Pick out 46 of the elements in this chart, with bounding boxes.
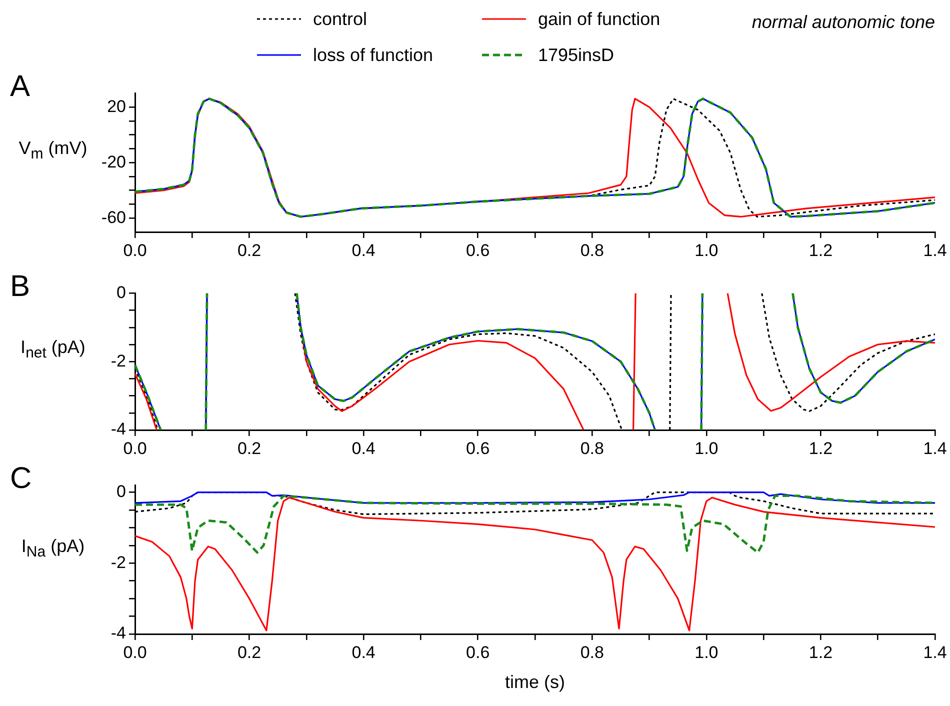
x-tick-label: 1.0 [694,438,718,458]
text: normal autonomic tone [752,12,935,33]
y-tick-label: -4 [110,624,126,643]
x-tick-label: 0.8 [580,438,604,458]
y-axis-title: I$_{Na}$ (pA) [20,535,86,563]
y-tick-label: -20 [101,152,126,172]
x-tick-label: 1.0 [694,240,718,260]
x-tick-label: 1.4 [923,438,947,458]
x-tick-label: 0.4 [352,240,376,260]
x-tick-label: 0.2 [237,438,262,458]
x-tick-label: 0.8 [580,642,604,662]
legend-label: gain of function [538,8,660,30]
x-tick-label: 0.2 [237,240,262,260]
y-tick-label: 0 [116,282,126,302]
x-tick-label: 0.6 [466,438,490,458]
x-axis-title: time (s) [505,672,565,692]
y-tick-label: -60 [101,208,126,227]
x-tick-label: 1.0 [694,642,718,662]
line-series [135,494,935,554]
x-tick-label: 0.4 [352,642,376,662]
y-tick-label: 0 [116,482,126,501]
y-tick-label: -4 [110,420,126,439]
x-tick-label: 0.0 [123,438,147,458]
y-tick-label: -2 [110,351,126,370]
x-tick-label: 0.6 [466,240,490,260]
chart-title: B [10,270,30,304]
x-tick-label: 1.2 [808,240,833,260]
y-axis-title: V$_{m}$ (mV) [18,136,88,164]
x-tick-label: 1.4 [923,240,947,260]
x-tick-label: 0.8 [580,240,604,260]
legend-label: 1795insD [538,44,614,66]
chart-title: C [10,462,32,496]
y-tick-label: -2 [110,552,126,572]
y-tick-label: 20 [107,96,126,116]
chart-title: A [10,70,30,104]
x-tick-label: 0.4 [352,438,376,458]
x-tick-label: 1.4 [923,642,947,662]
y-axis-title: I$_{net}$ (pA) [20,336,86,364]
x-tick-label: 0.0 [123,240,147,260]
x-tick-label: 1.2 [808,642,833,662]
x-tick-label: 0.0 [123,642,147,662]
x-tick-label: 1.2 [808,438,833,458]
legend-label: control [313,8,368,30]
x-tick-label: 0.2 [237,642,262,662]
x-tick-label: 0.6 [466,642,490,662]
legend-label: loss of function [313,44,434,66]
